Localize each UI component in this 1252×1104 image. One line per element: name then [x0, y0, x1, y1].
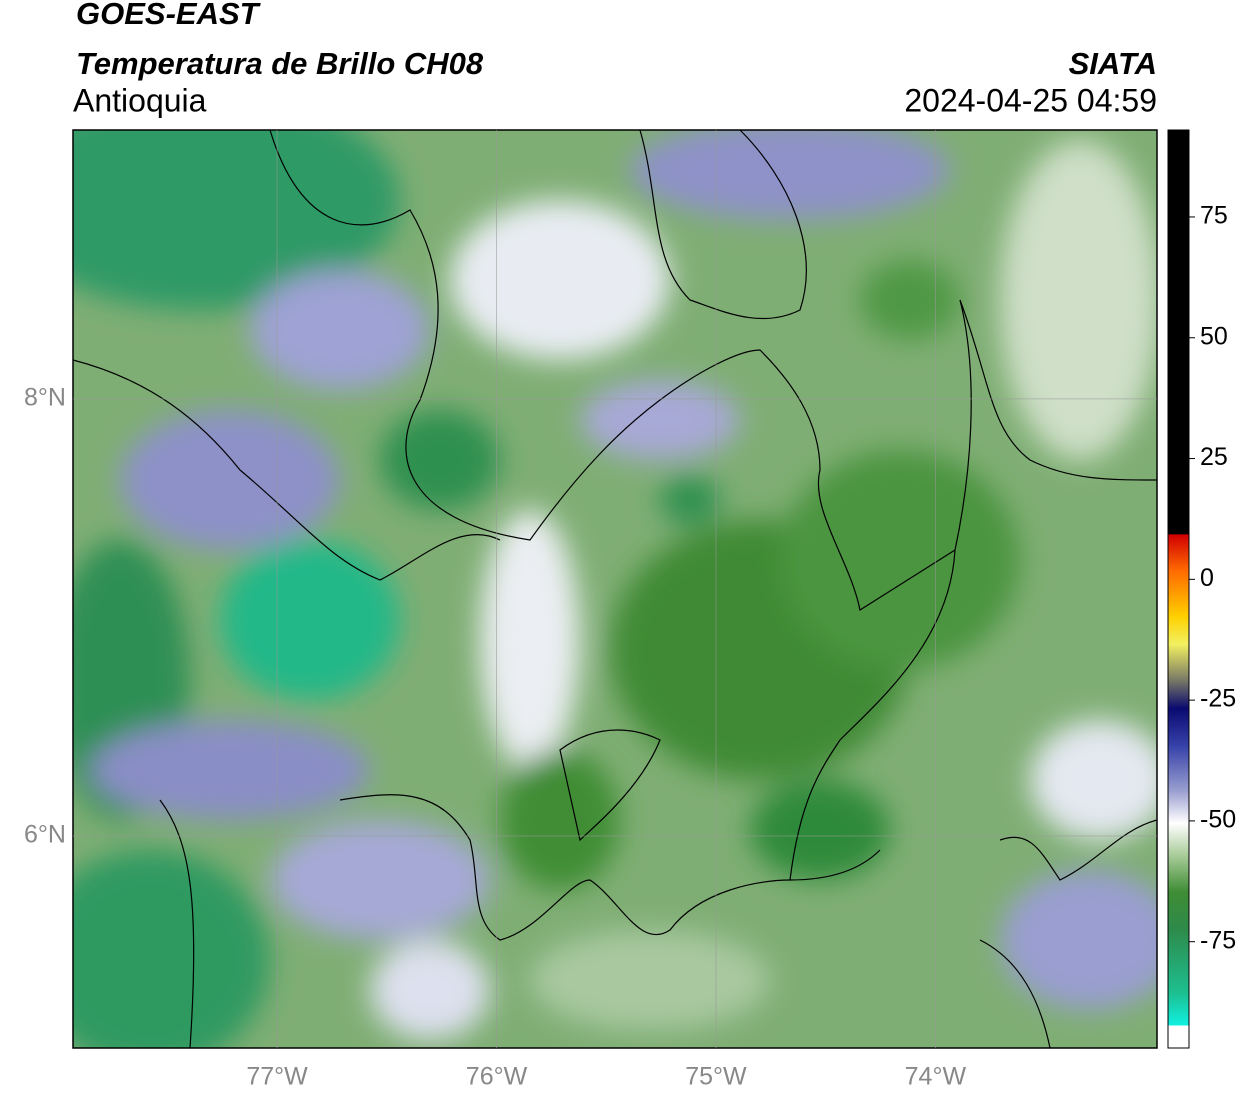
- datetime: 2024-04-25 04:59: [904, 82, 1157, 118]
- y-tick-label: 8°N: [24, 383, 66, 411]
- map-frame: [72, 129, 1158, 1049]
- satellite-image: [73, 130, 1157, 1048]
- x-tick-label: 74°W: [905, 1063, 967, 1091]
- x-tick-label: 76°W: [466, 1063, 528, 1091]
- colorbar-tick-label: 50: [1200, 322, 1228, 350]
- x-tick-label: 75°W: [685, 1063, 747, 1091]
- boundaries: [73, 130, 1157, 1048]
- source: SIATA: [1069, 46, 1157, 81]
- colorbar-tick-label: 25: [1200, 443, 1228, 471]
- colorbar-tick-label: -25: [1200, 685, 1236, 713]
- colorbar-tick-label: 75: [1200, 202, 1228, 230]
- subtitle: Temperatura de Brillo CH08: [76, 46, 484, 81]
- title: GOES-EAST: [76, 0, 262, 31]
- colorbar-tick-label: -50: [1200, 806, 1236, 834]
- y-tick-label: 6°N: [24, 821, 66, 849]
- colorbar-tick-label: -75: [1200, 926, 1236, 954]
- colorbar: [1167, 129, 1190, 1049]
- x-tick-label: 77°W: [246, 1063, 308, 1091]
- region: Antioquia: [73, 82, 207, 118]
- colorbar-tick-label: 0: [1200, 564, 1214, 592]
